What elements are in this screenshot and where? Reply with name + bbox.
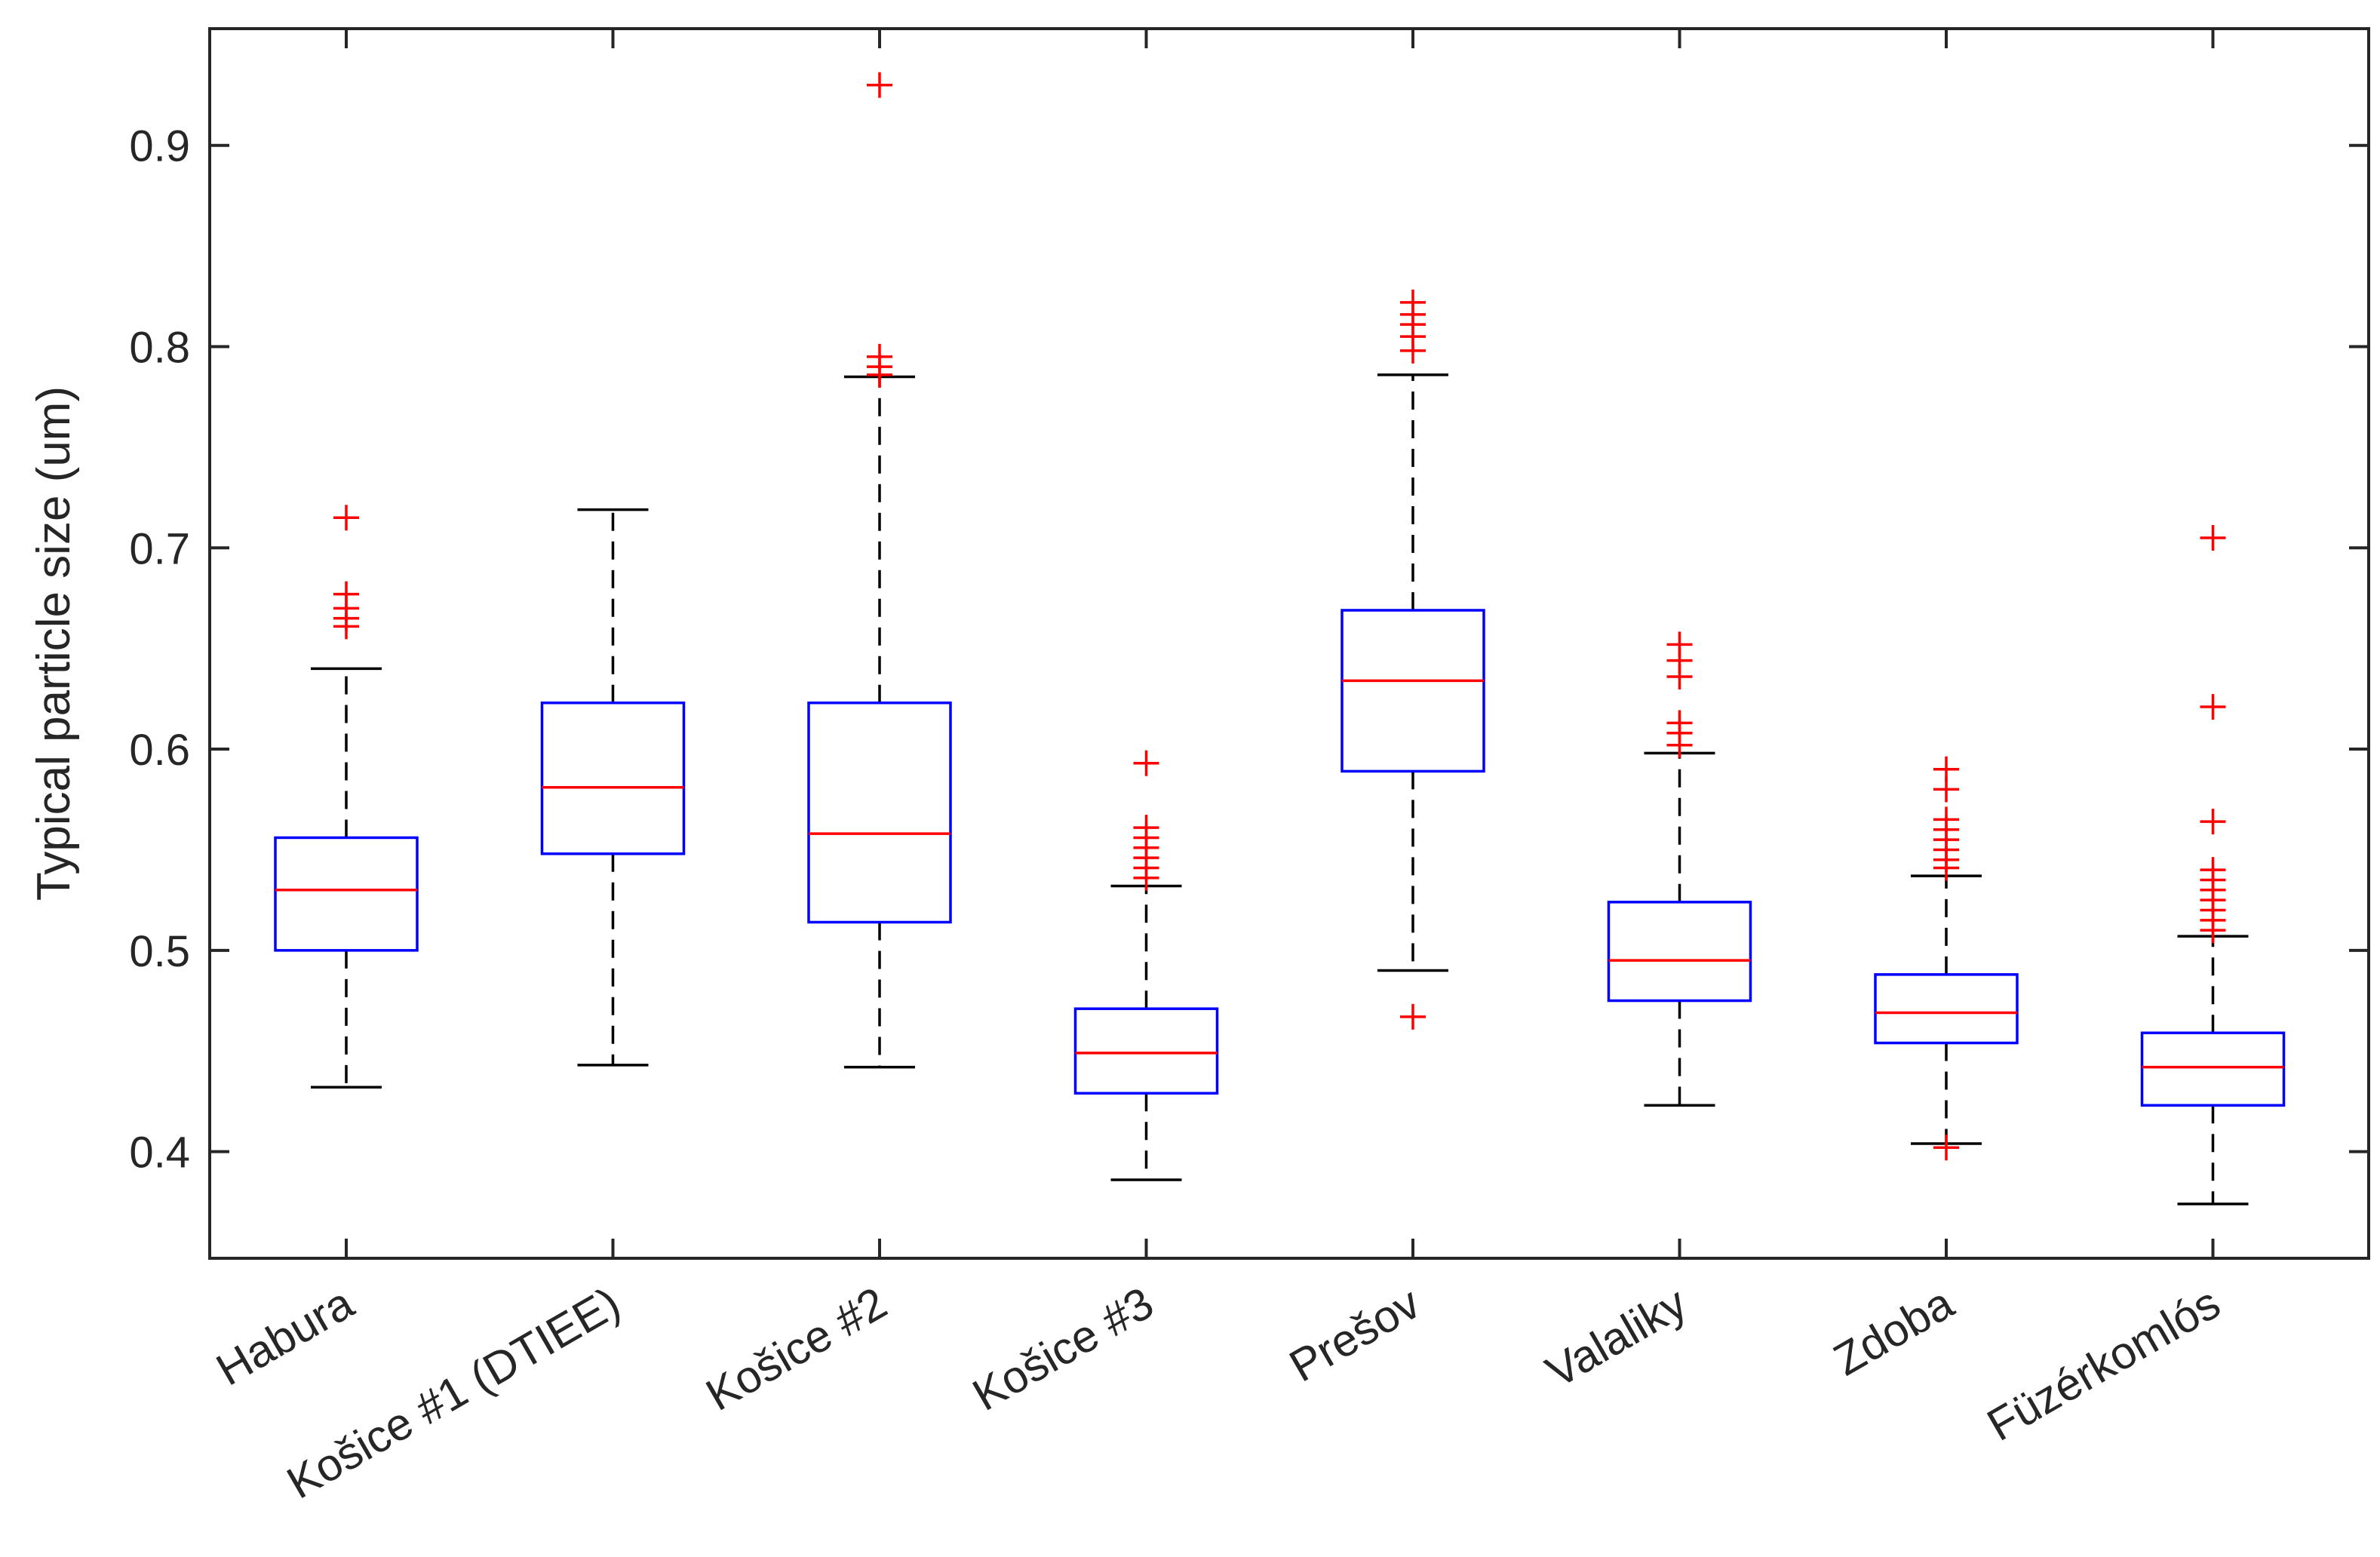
iqr-box xyxy=(1874,973,2019,1045)
y-tick-label: 0.7 xyxy=(129,524,190,573)
outlier-marker xyxy=(1666,732,1693,758)
box-group xyxy=(1607,631,1752,1107)
outlier-marker xyxy=(2200,694,2226,720)
outlier-marker xyxy=(1933,1135,1959,1161)
box-group xyxy=(274,505,419,1089)
iqr-box xyxy=(540,701,686,855)
iqr-box xyxy=(1073,1007,1219,1095)
outlier-marker xyxy=(1133,864,1159,891)
outlier-marker xyxy=(1400,337,1426,364)
outlier-marker xyxy=(1933,776,1959,803)
iqr-box xyxy=(1340,609,1485,773)
iqr-box xyxy=(1607,901,1752,1003)
outlier-marker xyxy=(2200,809,2226,835)
outlier-marker xyxy=(1400,1003,1426,1030)
axes-frame xyxy=(208,27,2370,1260)
y-tick-label: 0.4 xyxy=(129,1129,190,1178)
outlier-marker xyxy=(2200,524,2226,551)
y-axis-label: Typical particle size (um) xyxy=(28,386,80,901)
outlier-marker xyxy=(1666,664,1693,690)
y-tick-label: 0.5 xyxy=(129,927,190,976)
box-group xyxy=(1340,289,1485,1030)
outlier-marker xyxy=(1933,855,1959,881)
outlier-marker xyxy=(333,613,359,640)
outlier-marker xyxy=(867,361,892,388)
iqr-box xyxy=(274,836,419,952)
box-group xyxy=(1874,756,2019,1161)
boxes-layer xyxy=(274,72,2286,1205)
y-tick-label: 0.6 xyxy=(129,726,190,775)
box-group xyxy=(540,508,686,1067)
box-group xyxy=(807,72,952,1069)
outlier-marker xyxy=(867,72,892,98)
y-tick-label: 0.9 xyxy=(129,122,190,171)
outlier-marker xyxy=(333,505,359,531)
outlier-marker xyxy=(2200,917,2226,944)
box-group xyxy=(1073,750,1219,1181)
box-group xyxy=(2140,524,2286,1205)
y-tick-label: 0.8 xyxy=(129,324,190,373)
iqr-box xyxy=(2140,1031,2286,1107)
iqr-box xyxy=(807,701,952,924)
outlier-marker xyxy=(1133,750,1159,776)
